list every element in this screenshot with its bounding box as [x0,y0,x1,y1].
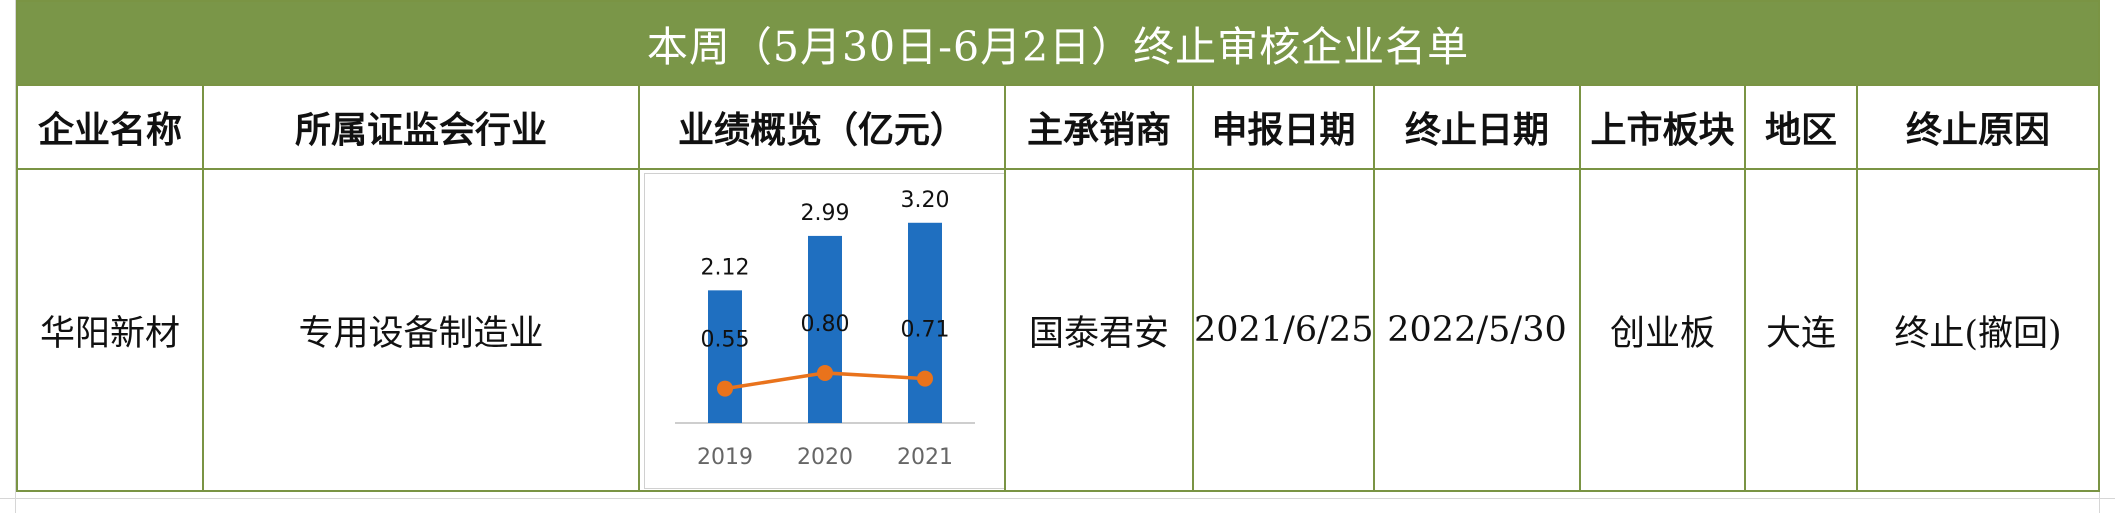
cell-underwriter[interactable]: 国泰君安 [1004,168,1194,492]
table-row: 华阳新材 专用设备制造业 2.12 2.99 3.20 0.55 0.80 0.71 201… [16,168,2101,492]
header-industry: 所属证监会行业 [202,84,640,170]
header-region: 地区 [1744,84,1858,170]
x-tick-2019: 2019 [697,445,753,470]
header-board: 上市板块 [1579,84,1746,170]
bar-label-2019: 2.12 [701,255,750,280]
cell-reason[interactable]: 终止(撤回) [1855,168,2101,492]
header-performance: 业绩概览（亿元） [638,84,1006,170]
page-title: 本周（5月30日-6月2日）终止审核企业名单 [15,0,2101,86]
line-point-2019 [717,380,733,397]
header-underwriter: 主承销商 [1004,84,1194,170]
line-label-2021: 0.71 [901,318,950,343]
header-company: 企业名称 [16,84,204,170]
cell-company[interactable]: 华阳新材 [16,168,204,492]
x-tick-2021: 2021 [897,445,953,470]
cell-termination-date[interactable]: 2022/5/30 [1373,168,1581,492]
bar-label-2020: 2.99 [801,201,850,226]
line-label-2020: 0.80 [801,312,850,337]
performance-chart[interactable]: 2.12 2.99 3.20 0.55 0.80 0.71 2019 2020 2021 [644,173,1003,489]
chart-svg: 2.12 2.99 3.20 0.55 0.80 0.71 2019 2020 2021 [675,188,975,470]
cell-board[interactable]: 创业板 [1579,168,1746,492]
termination-table: 本周（5月30日-6月2日）终止审核企业名单 企业名称 所属证监会行业 业绩概览… [15,0,2101,492]
bar-2021 [908,222,942,423]
header-filing-date: 申报日期 [1192,84,1375,170]
line-point-2020 [817,364,833,381]
grid-line [15,0,16,513]
line-point-2021 [917,370,933,387]
header-reason: 终止原因 [1855,84,2101,170]
header-termination-date: 终止日期 [1373,84,1581,170]
line-label-2019: 0.55 [701,328,750,353]
x-tick-2020: 2020 [797,445,853,470]
cell-region[interactable]: 大连 [1744,168,1858,492]
bar-2019 [708,290,742,423]
cell-performance-chart[interactable]: 2.12 2.99 3.20 0.55 0.80 0.71 2019 2020 2021 [638,168,1006,492]
grid-line [2099,0,2100,513]
bar-label-2021: 3.20 [901,188,950,213]
bar-2020 [808,235,842,423]
cell-industry[interactable]: 专用设备制造业 [202,168,640,492]
cell-filing-date[interactable]: 2021/6/25 [1192,168,1375,492]
grid-line [0,498,2115,499]
header-row: 企业名称 所属证监会行业 业绩概览（亿元） 主承销商 申报日期 终止日期 上市板… [16,84,2101,170]
